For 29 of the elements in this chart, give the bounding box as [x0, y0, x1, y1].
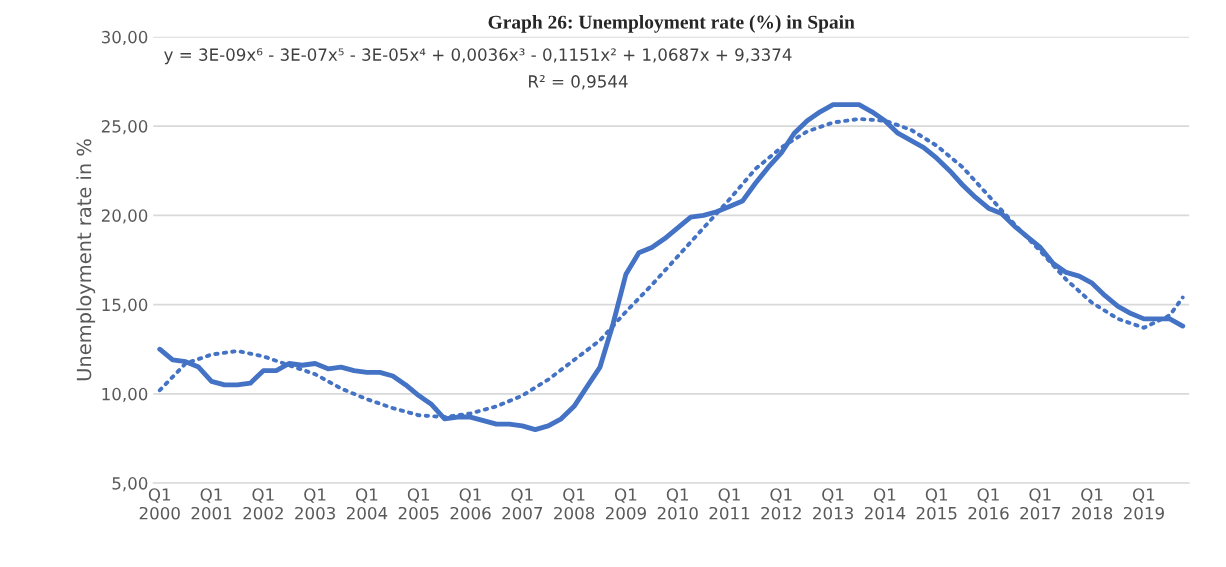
y-tick-label: 25,00 — [101, 120, 148, 135]
x-tick-label: Q1 2015 — [916, 488, 957, 520]
x-tick-label: Q1 2016 — [968, 488, 1009, 520]
x-tick-label: Q1 2005 — [398, 488, 439, 520]
x-tick-label: Q1 2004 — [346, 488, 388, 520]
y-tick-label: 5,00 — [112, 477, 148, 492]
x-tick-label: Q1 2009 — [605, 488, 646, 520]
annotation: y = 3E-09x⁶ - 3E-07x⁵ - 3E-05x⁴ + 0,0036x³ - 0,1151x² + 1,0687x + 9,3374 — [164, 48, 792, 65]
y-tick-label: 10,00 — [102, 387, 148, 403]
x-tick-label: Q1 2014 — [864, 488, 906, 520]
x-tick-label: Q1 2011 — [709, 488, 750, 520]
x-tick-label: Q1 2013 — [813, 488, 853, 520]
x-tick-label: Q1 2018 — [1072, 488, 1113, 520]
y-axis-title: Unemployment rate in % — [76, 139, 96, 381]
y-tick-label: 30,00 — [101, 30, 148, 46]
x-tick-label: Q1 2003 — [295, 488, 335, 520]
x-tick-label: Q1 2008 — [554, 488, 595, 520]
x-tick-label: Q1 2010 — [657, 488, 698, 520]
y-tick-label: 15,00 — [102, 298, 148, 313]
x-tick-label: Q1 2019 — [1123, 488, 1164, 520]
x-tick-label: Q1 2006 — [450, 488, 491, 520]
annotation: R² = 0,9544 — [529, 75, 628, 90]
x-tick-label: Q1 2017 — [1020, 488, 1061, 520]
x-tick-label: Q1 2001 — [191, 488, 232, 520]
x-tick-label: Q1 2002 — [243, 488, 283, 520]
x-tick-label: Q1 2007 — [502, 488, 543, 520]
y-tick-label: 20,00 — [101, 209, 148, 224]
x-tick-label: Q1 2012 — [761, 488, 801, 520]
chart-title: Graph 26: Unemployment rate (%) in Spain — [488, 15, 855, 33]
